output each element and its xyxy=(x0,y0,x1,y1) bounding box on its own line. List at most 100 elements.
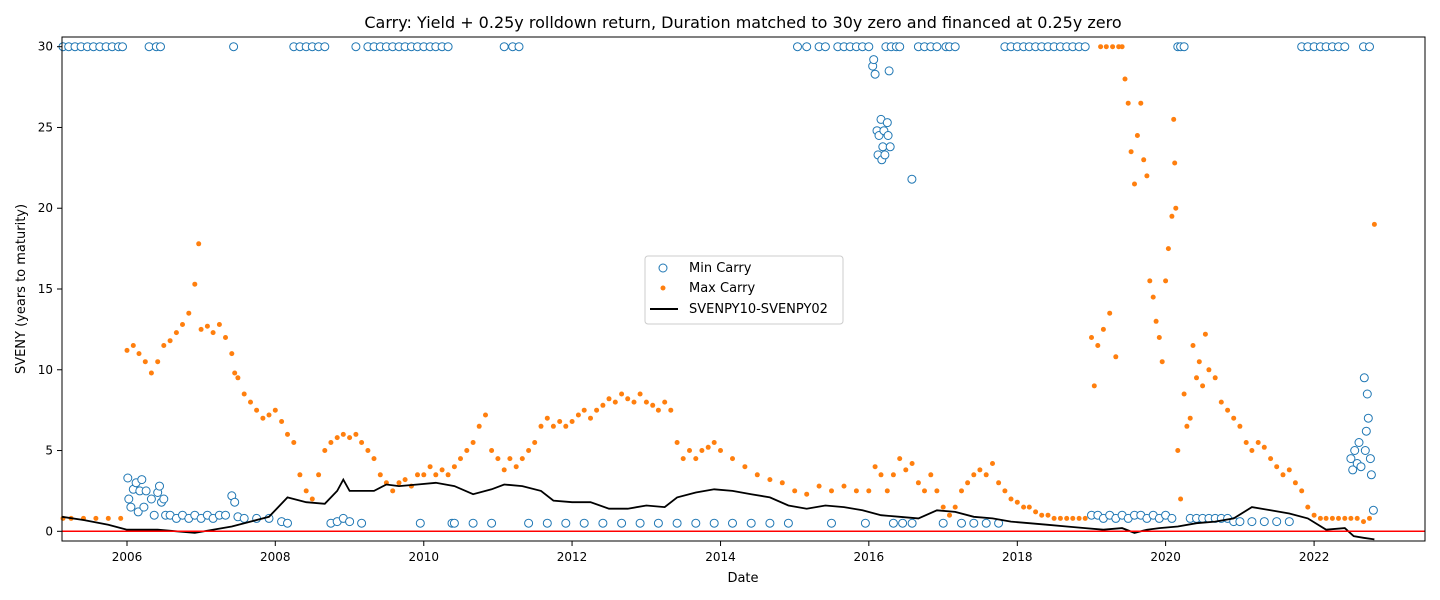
data-point xyxy=(309,496,315,502)
data-point xyxy=(581,407,587,413)
data-point xyxy=(353,431,359,437)
data-point xyxy=(1110,44,1116,50)
x-tick-label: 2014 xyxy=(705,550,736,564)
legend-label-min-carry: Min Carry xyxy=(689,261,752,276)
data-point xyxy=(870,69,880,79)
data-point xyxy=(1080,42,1090,52)
data-point xyxy=(1361,519,1366,525)
data-point xyxy=(167,338,173,344)
data-point xyxy=(1261,444,1267,450)
data-point xyxy=(542,518,552,528)
data-point xyxy=(662,399,668,405)
data-point xyxy=(322,448,328,453)
data-point xyxy=(1231,415,1237,421)
data-point xyxy=(1095,343,1101,348)
data-point xyxy=(458,456,463,462)
data-point xyxy=(173,330,179,336)
data-point xyxy=(864,42,874,52)
data-point xyxy=(687,448,692,453)
data-point xyxy=(1348,515,1354,521)
data-point xyxy=(952,504,958,510)
data-point xyxy=(139,502,149,512)
data-point xyxy=(746,518,756,528)
data-point xyxy=(186,310,192,316)
data-point xyxy=(483,412,488,418)
data-point xyxy=(934,488,940,494)
data-point xyxy=(501,467,507,473)
data-point xyxy=(625,396,631,402)
data-point xyxy=(915,480,921,486)
data-point xyxy=(653,518,663,528)
data-point xyxy=(1292,480,1298,486)
data-point xyxy=(619,391,625,397)
data-point xyxy=(1165,246,1171,252)
data-point xyxy=(728,518,737,528)
data-point xyxy=(93,515,99,521)
data-point xyxy=(340,431,346,437)
data-point xyxy=(705,444,711,450)
data-point xyxy=(792,488,798,494)
data-point xyxy=(415,472,420,478)
series-min-carry xyxy=(58,42,1378,528)
data-point xyxy=(123,473,133,483)
data-point xyxy=(1365,42,1374,52)
data-point xyxy=(680,456,686,462)
data-point xyxy=(320,42,330,52)
legend-box xyxy=(644,255,844,325)
data-point xyxy=(161,343,167,348)
data-point xyxy=(600,402,606,408)
data-point xyxy=(1167,513,1177,523)
data-point xyxy=(347,435,353,441)
data-point xyxy=(668,407,674,413)
data-point xyxy=(351,42,361,52)
data-point xyxy=(1163,278,1169,284)
data-point xyxy=(476,423,482,429)
data-point xyxy=(1100,326,1106,332)
data-point xyxy=(124,494,134,504)
data-point xyxy=(754,472,760,478)
data-point xyxy=(655,407,661,413)
data-point xyxy=(579,518,589,528)
data-point xyxy=(1329,515,1335,521)
data-point xyxy=(1196,359,1202,365)
data-point xyxy=(210,330,216,336)
data-point xyxy=(898,518,908,528)
data-point xyxy=(767,477,773,483)
data-point xyxy=(155,359,161,365)
data-point xyxy=(142,359,148,365)
data-point xyxy=(827,518,836,528)
data-point xyxy=(631,399,637,405)
data-point xyxy=(1138,100,1144,106)
data-point xyxy=(1218,399,1224,405)
data-point xyxy=(105,515,111,521)
data-point xyxy=(890,472,896,478)
data-point xyxy=(229,351,235,357)
data-point xyxy=(885,142,895,152)
data-point xyxy=(1171,116,1177,122)
data-point xyxy=(1348,465,1358,475)
data-point xyxy=(1350,446,1360,455)
data-point xyxy=(371,456,377,462)
data-point xyxy=(569,419,575,424)
data-point xyxy=(1026,504,1032,510)
data-point xyxy=(909,461,915,466)
data-point xyxy=(718,448,723,453)
x-tick-label: 2008 xyxy=(260,550,291,564)
data-point xyxy=(1336,515,1341,521)
data-point xyxy=(1340,42,1350,52)
y-axis: 0 5 10 15 20 25 30 xyxy=(38,40,62,538)
data-point xyxy=(519,456,525,462)
data-point xyxy=(1305,504,1311,510)
data-point xyxy=(1014,499,1020,505)
data-point xyxy=(141,486,151,496)
data-point xyxy=(550,423,556,429)
data-point xyxy=(1361,426,1371,436)
data-point xyxy=(1119,44,1125,50)
x-tick-label: 2020 xyxy=(1150,550,1181,564)
x-tick-label: 2012 xyxy=(557,550,588,564)
data-point xyxy=(1359,373,1369,383)
data-point xyxy=(439,467,445,473)
y-tick-label: 5 xyxy=(45,444,53,458)
series-max-carry xyxy=(60,44,1377,525)
